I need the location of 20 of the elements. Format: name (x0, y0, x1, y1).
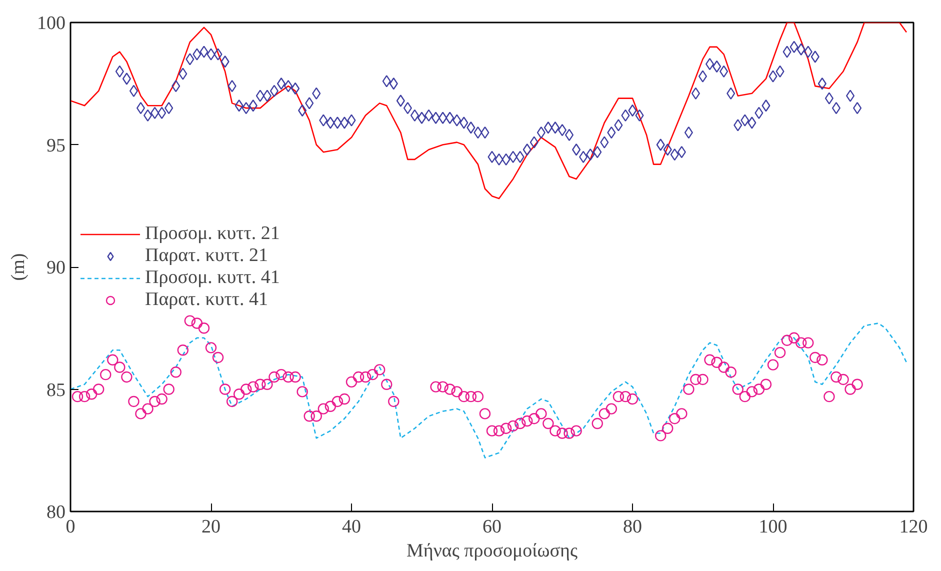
y-tick-label: 100 (37, 13, 66, 34)
x-tick-label: 0 (66, 516, 76, 538)
x-tick-label: 80 (623, 516, 642, 538)
x-tick-label: 20 (202, 516, 220, 538)
x-axis-title: Μήνας προσομοίωσης (406, 540, 578, 562)
y-tick-label: 85 (46, 380, 66, 401)
legend-label: Παρατ. κυττ. 21 (145, 244, 268, 266)
line-series (70, 322, 908, 458)
x-tick-label: 120 (899, 516, 928, 538)
y-tick-label: 80 (46, 502, 66, 523)
x-tick-label: 60 (482, 516, 502, 538)
x-tick-label: 100 (758, 516, 788, 538)
line-series (70, 22, 908, 200)
legend-label: Προσομ. κυττ. 21 (145, 222, 280, 244)
legend-label: Προσομ. κυττ. 41 (145, 266, 280, 288)
y-tick-label: 90 (46, 258, 66, 278)
x-tick-label: 40 (342, 516, 361, 538)
y-tick-label: 95 (46, 135, 66, 156)
y-axis-title: (m) (8, 253, 29, 281)
legend-label: Παρατ. κυττ. 41 (145, 288, 268, 310)
